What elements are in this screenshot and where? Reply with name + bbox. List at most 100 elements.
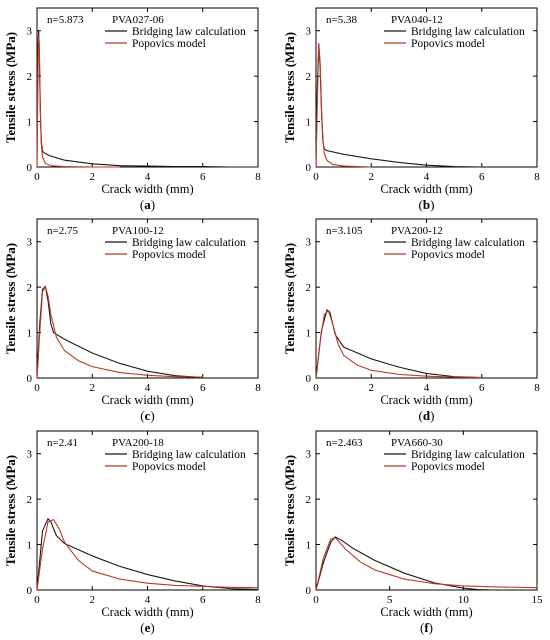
specimen-label: PVA100-12 bbox=[112, 225, 164, 237]
panel-label: (e) bbox=[140, 620, 154, 635]
x-tick-label: 10 bbox=[458, 594, 470, 606]
y-tick-label: 2 bbox=[27, 71, 33, 83]
panel-label: (a) bbox=[140, 197, 155, 212]
specimen-label: PVA200-18 bbox=[112, 437, 164, 449]
series-line-popovics bbox=[36, 34, 120, 168]
n-value-label: n=5.873 bbox=[47, 14, 84, 26]
x-tick-label: 6 bbox=[200, 594, 206, 606]
y-tick-label: 1 bbox=[306, 328, 312, 340]
legend-label-popovics: Popovics model bbox=[132, 38, 206, 50]
y-tick-label: 0 bbox=[306, 585, 312, 597]
x-tick-label: 4 bbox=[145, 382, 151, 394]
series-line-popovics bbox=[315, 42, 372, 168]
y-axis-title: Tensile stress (MPa) bbox=[3, 32, 18, 143]
series-line-popovics bbox=[36, 519, 259, 591]
chart-panel: 0 2 4 6 8 0 1 2 3 Crack width (mm) Tensile stress … bbox=[3, 7, 261, 212]
legend-label-bridging-law: Bridging law calculation bbox=[411, 449, 525, 461]
series-line-popovics bbox=[315, 310, 482, 379]
legend-label-popovics: Popovics model bbox=[411, 461, 485, 473]
x-tick-label: 0 bbox=[313, 594, 319, 606]
x-tick-label: 15 bbox=[532, 594, 544, 606]
y-tick-label: 1 bbox=[27, 328, 33, 340]
legend-label-bridging-law: Bridging law calculation bbox=[132, 26, 246, 38]
legend-label-bridging-law: Bridging law calculation bbox=[132, 237, 246, 249]
series-line-bridging-law bbox=[36, 30, 258, 168]
x-tick-label: 0 bbox=[313, 382, 319, 394]
y-tick-label: 2 bbox=[306, 282, 312, 294]
chart-panel: 0 5 10 15 0 1 2 3 Crack width (mm) Tensile stress… bbox=[282, 430, 544, 635]
x-tick-label: 8 bbox=[534, 171, 540, 183]
specimen-label: PVA660-30 bbox=[391, 437, 443, 449]
series-line-popovics bbox=[315, 537, 538, 591]
x-axis-title: Crack width (mm) bbox=[380, 605, 472, 619]
series-line-bridging-law bbox=[315, 43, 482, 168]
y-tick-label: 2 bbox=[306, 71, 312, 83]
y-tick-label: 0 bbox=[27, 162, 33, 174]
x-tick-label: 2 bbox=[90, 171, 96, 183]
legend-label-popovics: Popovics model bbox=[132, 461, 206, 473]
n-value-label: n=2.41 bbox=[47, 437, 78, 449]
n-value-label: n=3.105 bbox=[326, 225, 363, 237]
chart-panel: 0 2 4 6 8 0 1 2 3 Crack width (mm) Tensile stress … bbox=[282, 7, 540, 212]
x-tick-label: 8 bbox=[255, 382, 261, 394]
y-axis-title: Tensile stress (MPa) bbox=[3, 243, 18, 354]
y-tick-label: 1 bbox=[306, 540, 312, 552]
y-tick-label: 3 bbox=[27, 449, 33, 461]
legend-label-bridging-law: Bridging law calculation bbox=[411, 237, 525, 249]
panel-label: (b) bbox=[419, 197, 435, 212]
x-tick-label: 0 bbox=[34, 171, 40, 183]
chart-panel: 0 2 4 6 8 0 1 2 3 Crack width (mm) Tensile stress … bbox=[3, 218, 261, 423]
legend-label-bridging-law: Bridging law calculation bbox=[411, 26, 525, 38]
n-value-label: n=5.38 bbox=[326, 14, 357, 26]
y-tick-label: 3 bbox=[306, 449, 312, 461]
x-tick-label: 0 bbox=[313, 171, 319, 183]
y-tick-label: 1 bbox=[306, 117, 312, 129]
y-tick-label: 3 bbox=[306, 237, 312, 249]
y-axis-title: Tensile stress (MPa) bbox=[282, 455, 297, 566]
x-tick-label: 6 bbox=[200, 171, 206, 183]
x-tick-label: 2 bbox=[369, 382, 375, 394]
y-tick-label: 1 bbox=[27, 117, 33, 129]
x-tick-label: 2 bbox=[369, 171, 375, 183]
x-tick-label: 2 bbox=[90, 594, 96, 606]
plot-frame bbox=[315, 430, 538, 591]
x-tick-label: 4 bbox=[145, 594, 151, 606]
x-tick-label: 6 bbox=[479, 171, 485, 183]
y-tick-label: 2 bbox=[27, 494, 33, 506]
series-line-bridging-law bbox=[36, 285, 203, 379]
x-tick-label: 4 bbox=[424, 171, 430, 183]
y-tick-label: 2 bbox=[27, 282, 33, 294]
series-line-popovics bbox=[36, 285, 203, 379]
x-tick-label: 4 bbox=[424, 382, 430, 394]
x-axis-title: Crack width (mm) bbox=[101, 393, 193, 407]
series-line-bridging-law bbox=[315, 309, 482, 379]
y-axis-title: Tensile stress (MPa) bbox=[282, 243, 297, 354]
specimen-label: PVA040-12 bbox=[391, 14, 443, 26]
chart-panel: 0 2 4 6 8 0 1 2 3 Crack width (mm) Tensile stress … bbox=[3, 430, 261, 635]
x-axis-title: Crack width (mm) bbox=[380, 182, 472, 196]
x-tick-label: 5 bbox=[387, 594, 393, 606]
panel-label: (c) bbox=[140, 408, 154, 423]
x-axis-title: Crack width (mm) bbox=[101, 182, 193, 196]
x-tick-label: 4 bbox=[145, 171, 151, 183]
x-tick-label: 8 bbox=[534, 382, 540, 394]
y-tick-label: 0 bbox=[306, 162, 312, 174]
x-tick-label: 6 bbox=[479, 382, 485, 394]
x-axis-title: Crack width (mm) bbox=[380, 393, 472, 407]
x-tick-label: 2 bbox=[90, 382, 96, 394]
x-tick-label: 0 bbox=[34, 594, 40, 606]
y-tick-label: 2 bbox=[306, 494, 312, 506]
n-value-label: n=2.75 bbox=[47, 225, 78, 237]
x-tick-label: 0 bbox=[34, 382, 40, 394]
y-tick-label: 3 bbox=[27, 26, 33, 38]
series-line-bridging-law bbox=[315, 536, 493, 591]
legend-label-popovics: Popovics model bbox=[411, 249, 485, 261]
y-tick-label: 1 bbox=[27, 540, 33, 552]
legend-label-popovics: Popovics model bbox=[411, 38, 485, 50]
series-line-bridging-law bbox=[36, 518, 259, 591]
y-tick-label: 3 bbox=[27, 237, 33, 249]
y-tick-label: 0 bbox=[27, 585, 33, 597]
x-tick-label: 8 bbox=[255, 171, 261, 183]
y-tick-label: 0 bbox=[306, 373, 312, 385]
